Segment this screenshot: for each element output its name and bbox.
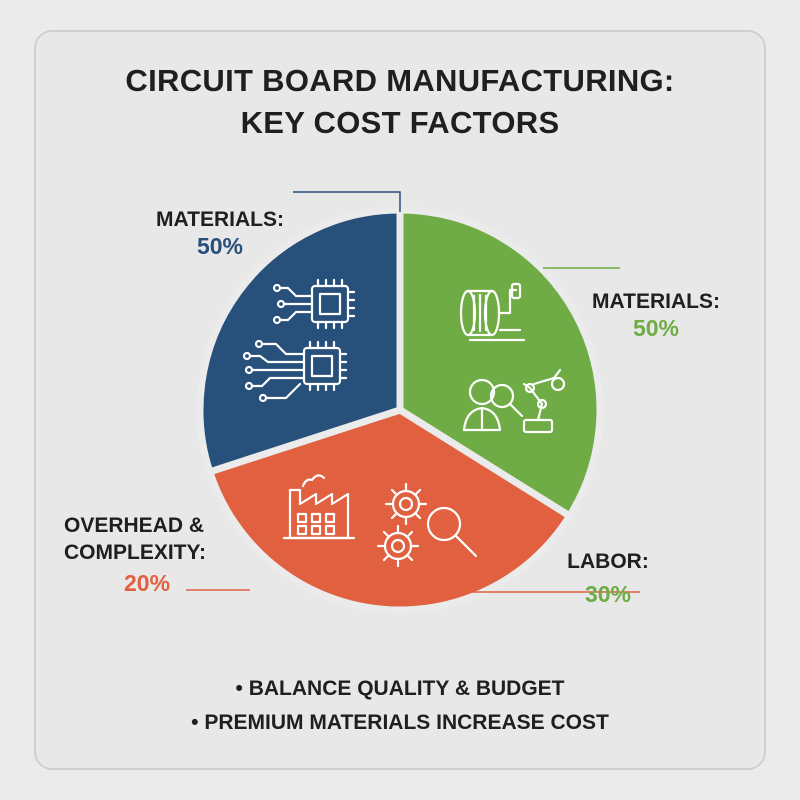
bullet-list: • BALANCE QUALITY & BUDGET • PREMIUM MAT…	[0, 672, 800, 740]
chart-title: CIRCUIT BOARD MANUFACTURING: KEY COST FA…	[0, 60, 800, 144]
pie-slice-materials-blue	[196, 206, 404, 476]
label-materials-left: MATERIALS: 50%	[130, 206, 310, 260]
label-overhead-line-2: COMPLEXITY:	[64, 541, 206, 564]
label-materials-left-pct: 50%	[196, 233, 244, 259]
label-materials-left-name: MATERIALS:	[156, 208, 284, 231]
microchip-circuit-icon	[242, 278, 356, 403]
leader-lines	[186, 191, 640, 593]
solder-wire-spool-icon	[459, 282, 526, 342]
chart-title-line-1: CIRCUIT BOARD MANUFACTURING:	[125, 63, 675, 98]
bullet-item: • PREMIUM MATERIALS INCREASE COST	[191, 711, 609, 734]
label-overhead-pct: 20%	[124, 570, 171, 596]
inspector-robot-arm-icon	[462, 368, 566, 434]
label-overhead-line-1: OVERHEAD &	[64, 514, 205, 537]
label-materials-right-name: MATERIALS:	[592, 290, 720, 313]
label-materials-right: MATERIALS: 50%	[566, 288, 746, 342]
chart-title-line-2: KEY COST FACTORS	[240, 105, 560, 140]
label-materials-right-pct: 50%	[632, 315, 680, 341]
label-labor-name: LABOR:	[567, 550, 649, 573]
factory-icon	[282, 474, 356, 540]
label-labor: LABOR: 30%	[548, 548, 668, 608]
label-overhead: OVERHEAD & COMPLEXITY: 20%	[64, 512, 244, 597]
gears-magnifier-icon	[376, 482, 478, 568]
label-labor-pct: 30%	[584, 581, 632, 607]
bullet-item: • BALANCE QUALITY & BUDGET	[235, 677, 565, 700]
pie-slice-overhead-orange	[206, 406, 574, 614]
pie-slices	[196, 206, 604, 614]
leader-line-materials-left	[293, 191, 401, 212]
